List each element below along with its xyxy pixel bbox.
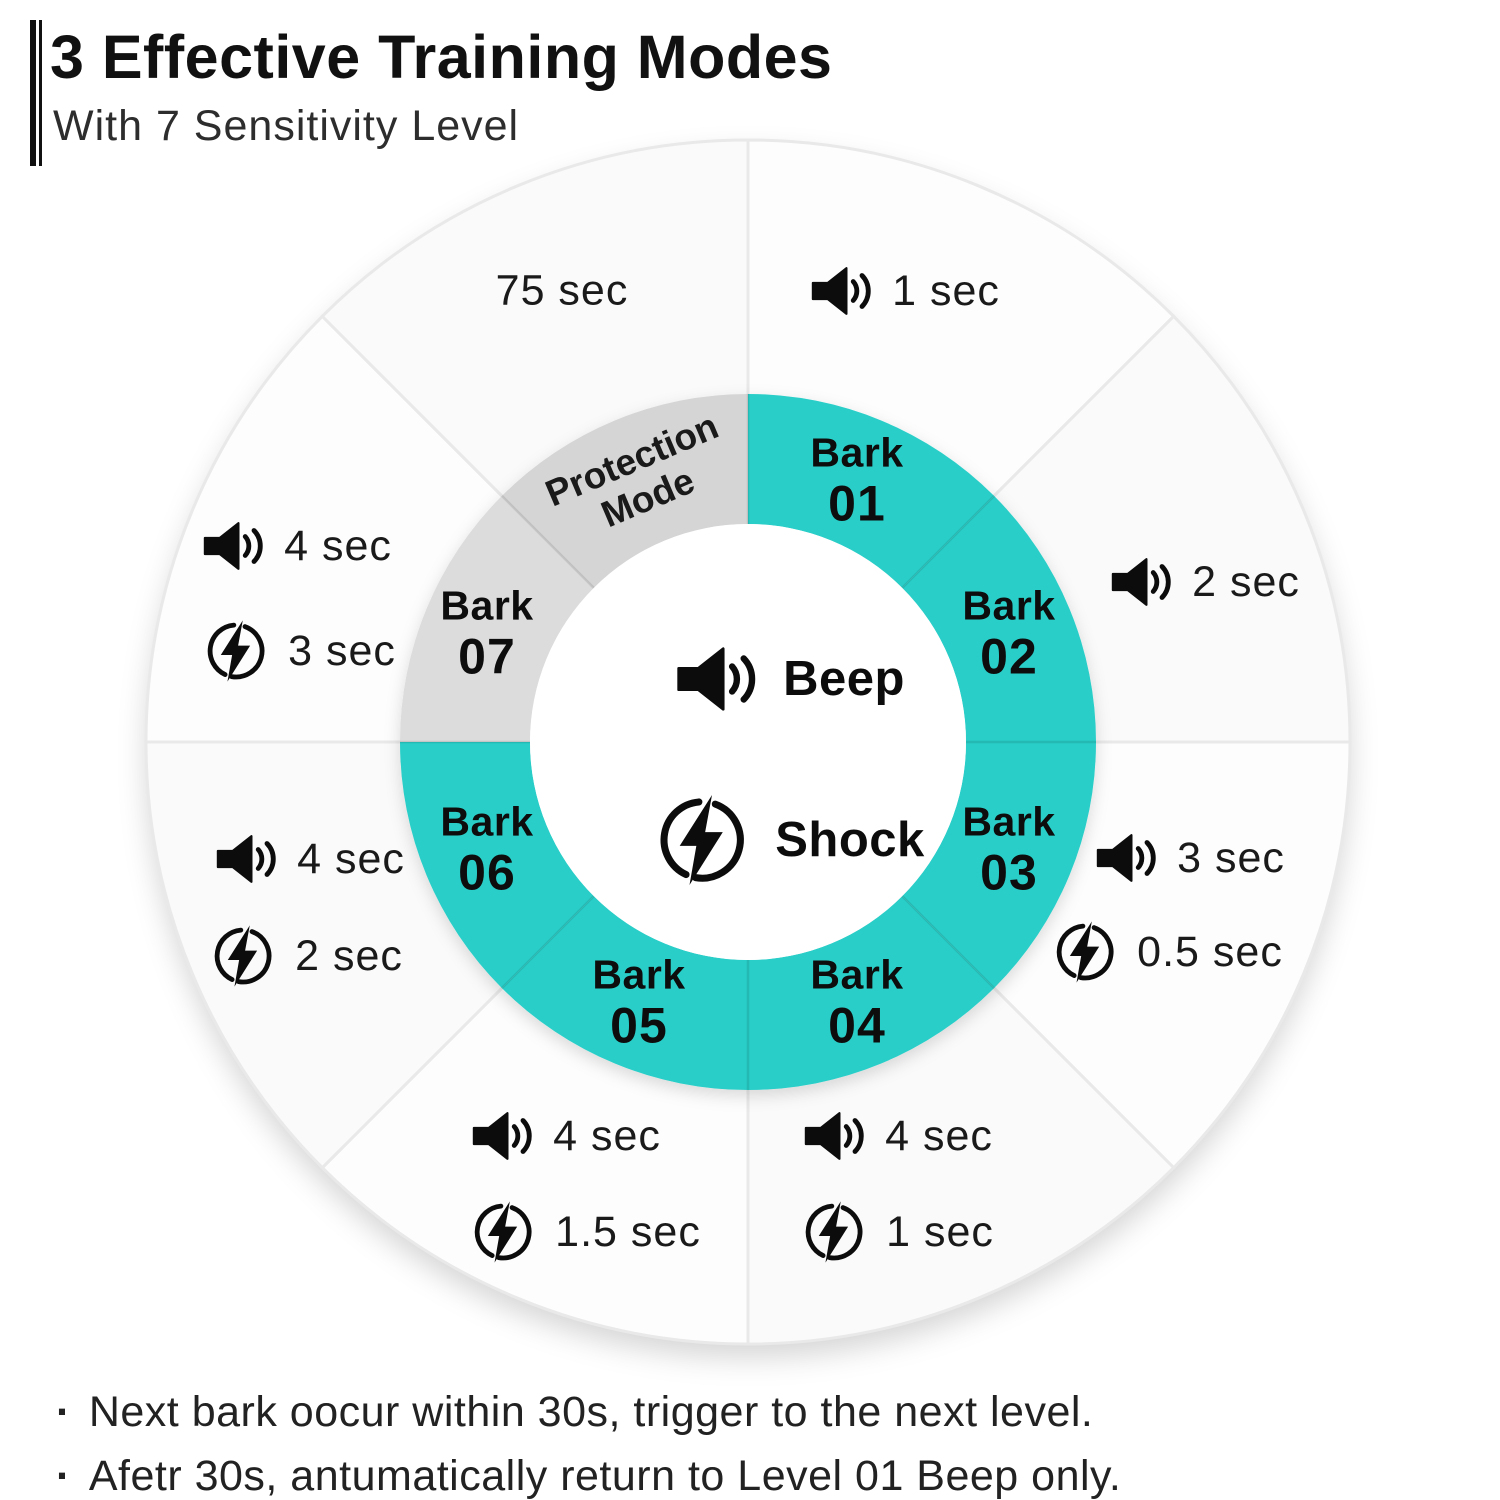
bark-03-shock-duration: 0.5 sec <box>1053 920 1283 984</box>
bark-06-shock-duration: 2 sec <box>211 924 403 988</box>
ring-label-bark-07: Bark 07 <box>440 582 534 685</box>
beep-icon <box>202 520 264 572</box>
bark-02-beep-duration: 2 sec <box>1110 556 1300 608</box>
ring-segment-bark-06 <box>400 742 594 989</box>
wheel-center-hub <box>530 524 966 960</box>
page-title: 3 Effective Training Modes <box>50 23 833 91</box>
shock-icon <box>204 619 268 683</box>
bark-06-beep-duration: 4 sec <box>215 833 405 885</box>
footnote-text: Next bark oocur within 30s, trigger to t… <box>88 1388 1094 1436</box>
beep-icon <box>1095 832 1157 884</box>
hub-shock-legend: Shock <box>655 793 925 887</box>
bark-04-shock-duration: 1 sec <box>802 1200 994 1264</box>
shock-label: Shock <box>775 813 925 867</box>
beep-icon <box>471 1110 533 1162</box>
protection-mode-duration: 75 sec <box>495 266 629 315</box>
bark-04-beep-duration: 4 sec <box>803 1110 993 1162</box>
footnote-line-2: · Afetr 30s, antumatically return to Lev… <box>56 1452 1121 1500</box>
ring-label-bark-03: Bark 03 <box>962 798 1056 901</box>
ring-label-bark-05: Bark 05 <box>592 951 686 1054</box>
hub-beep-legend: Beep <box>675 645 905 713</box>
mode-ring <box>400 394 1096 1090</box>
ring-segment-bark-03 <box>902 742 1096 989</box>
ring-label-bark-04: Bark 04 <box>810 951 904 1054</box>
beep-icon <box>215 833 277 885</box>
bark-01-beep-duration: 1 sec <box>810 265 1000 317</box>
footnote-bullet: · <box>56 1388 71 1436</box>
shock-icon <box>655 793 749 887</box>
bark-07-beep-duration: 4 sec <box>202 520 392 572</box>
shock-icon <box>1053 920 1117 984</box>
ring-label-bark-01: Bark 01 <box>810 429 904 532</box>
page-subtitle: With 7 Sensitivity Level <box>53 102 520 150</box>
shock-icon <box>211 924 275 988</box>
beep-icon <box>803 1110 865 1162</box>
bark-05-shock-duration: 1.5 sec <box>471 1200 701 1264</box>
title-accent-bar-thin <box>39 20 42 166</box>
ring-separators <box>400 394 1096 1090</box>
bark-05-beep-duration: 4 sec <box>471 1110 661 1162</box>
ring-segment-protection-mode <box>501 394 748 588</box>
beep-icon <box>675 645 757 713</box>
ring-label-bark-02: Bark 02 <box>962 582 1056 685</box>
beep-icon <box>810 265 872 317</box>
footnote-line-1: · Next bark oocur within 30s, trigger to… <box>56 1388 1121 1437</box>
title-accent-bar-thick <box>30 20 36 166</box>
bark-07-shock-duration: 3 sec <box>204 619 396 683</box>
ring-label-bark-06: Bark 06 <box>440 798 534 901</box>
ring-segment-bark-07 <box>400 495 594 742</box>
footnote-bullet: · <box>56 1452 71 1500</box>
beep-label: Beep <box>783 652 905 706</box>
ring-segment-bark-04 <box>748 896 995 1090</box>
shock-icon <box>471 1200 535 1264</box>
footnotes: · Next bark oocur within 30s, trigger to… <box>56 1388 1121 1500</box>
shock-icon <box>802 1200 866 1264</box>
bark-03-beep-duration: 3 sec <box>1095 832 1285 884</box>
ring-segment-bark-02 <box>902 495 1096 742</box>
ring-segment-bark-05 <box>501 896 748 1090</box>
beep-icon <box>1110 556 1172 608</box>
ring-segment-bark-01 <box>748 394 995 588</box>
footnote-text: Afetr 30s, antumatically return to Level… <box>88 1452 1122 1500</box>
